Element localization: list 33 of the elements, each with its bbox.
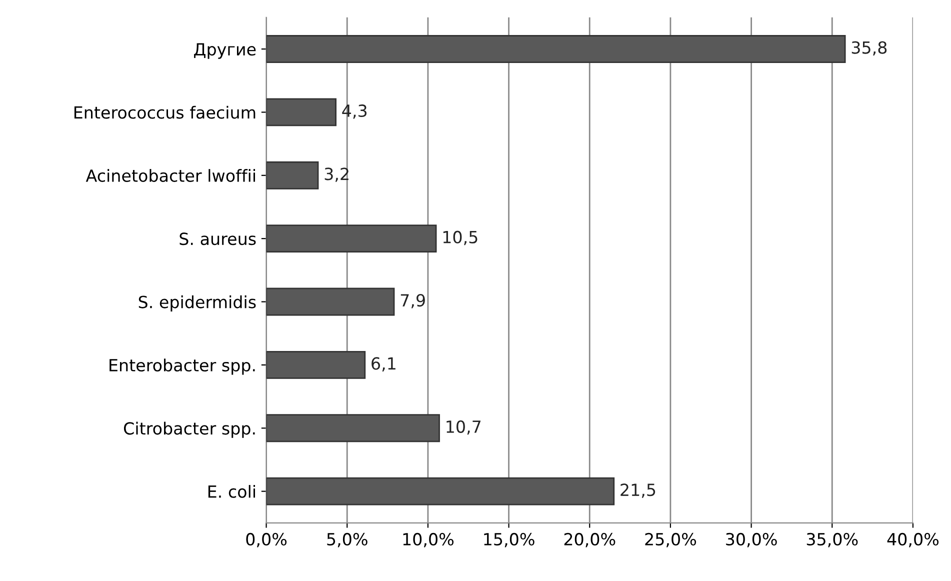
data-label: 35,8 — [852, 41, 887, 56]
x-tick-label: 30,0% — [726, 532, 777, 548]
data-label: 10,7 — [446, 420, 481, 435]
x-tick-label: 25,0% — [645, 532, 696, 548]
x-tick-label: 5,0% — [327, 532, 368, 548]
bar — [266, 161, 319, 190]
y-tick-label: Acinetobacter lwoffii — [86, 169, 255, 182]
x-tick-label: 0,0% — [246, 532, 287, 548]
bar — [266, 414, 440, 442]
bar — [266, 35, 846, 63]
bar — [266, 350, 366, 379]
y-tick-label: Enterobacter spp. — [110, 358, 255, 375]
data-label: 4,3 — [342, 104, 367, 119]
data-label: 6,1 — [372, 357, 396, 372]
data-label: 21,5 — [620, 484, 656, 498]
bar — [266, 477, 615, 506]
data-label: 3,2 — [324, 168, 348, 182]
x-tick-label: 10,0% — [403, 532, 454, 548]
data-label: 7,9 — [400, 294, 425, 308]
y-tick-label: S. epidermidis — [138, 295, 256, 312]
y-tick-label: S. aureus — [180, 232, 256, 246]
x-tick-label: 15,0% — [484, 532, 534, 548]
y-tick-label: Enterococcus faecium — [74, 106, 256, 119]
x-tick-label: 20,0% — [564, 532, 616, 548]
data-label: 10,5 — [443, 230, 478, 246]
y-tick-label: Другие — [194, 43, 256, 59]
x-tick-label: 40,0% — [887, 532, 939, 548]
y-tick-label: Citrobacter spp. — [124, 422, 255, 438]
x-tick-label: 35,0% — [806, 532, 858, 548]
bar — [266, 224, 437, 253]
bar — [266, 288, 395, 316]
y-tick-label: E. coli — [208, 484, 255, 498]
bar — [266, 98, 336, 126]
